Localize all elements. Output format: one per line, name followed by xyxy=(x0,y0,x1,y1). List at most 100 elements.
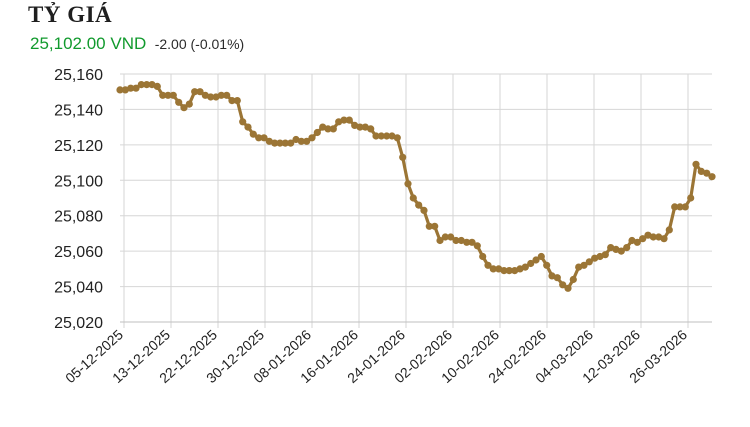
data-point xyxy=(137,81,145,89)
data-point xyxy=(260,134,268,142)
data-point xyxy=(287,139,295,147)
data-point xyxy=(468,238,476,246)
data-point xyxy=(420,206,428,214)
data-point xyxy=(687,194,695,202)
page-title: TỶ GIÁ xyxy=(28,2,113,27)
data-point xyxy=(383,132,391,140)
data-point xyxy=(425,222,433,230)
data-point xyxy=(532,256,540,264)
data-point xyxy=(660,235,668,243)
data-point xyxy=(399,153,407,161)
data-point xyxy=(217,91,225,99)
data-point xyxy=(132,84,140,92)
data-point xyxy=(239,118,247,126)
data-point xyxy=(201,91,209,99)
data-point xyxy=(671,203,679,211)
data-point xyxy=(143,81,151,89)
current-rate: 25,102.00 VND xyxy=(30,34,147,53)
data-point xyxy=(345,116,353,124)
data-point xyxy=(559,281,567,289)
data-point xyxy=(180,104,188,112)
data-point xyxy=(649,233,657,241)
y-axis: 25,020 25,040 25,060 25,080 25,100 25,120 25,1… xyxy=(54,67,103,332)
data-point xyxy=(703,169,711,177)
data-point xyxy=(361,123,369,131)
data-point xyxy=(447,233,455,241)
data-point xyxy=(543,261,551,269)
data-point xyxy=(505,267,513,275)
data-point xyxy=(463,238,471,246)
data-point xyxy=(639,235,647,243)
data-point xyxy=(404,180,412,188)
chart-grid xyxy=(120,73,712,328)
data-point xyxy=(153,82,161,90)
data-point xyxy=(409,194,417,202)
data-point xyxy=(393,134,401,142)
data-point xyxy=(297,137,305,145)
data-point xyxy=(308,134,316,142)
data-point xyxy=(185,100,193,108)
data-point xyxy=(665,226,673,234)
data-point xyxy=(356,123,364,131)
y-tick-label: 25,060 xyxy=(54,244,103,261)
data-point xyxy=(228,97,236,105)
rate-change: -2.00 (-0.01%) xyxy=(154,36,245,52)
y-tick-label: 25,160 xyxy=(54,67,103,84)
data-point xyxy=(415,201,423,209)
data-point xyxy=(276,139,284,147)
data-point xyxy=(585,258,593,266)
data-point xyxy=(489,265,497,273)
data-point xyxy=(196,88,204,96)
y-tick-label: 25,140 xyxy=(54,102,103,119)
data-point xyxy=(164,91,172,99)
data-point xyxy=(313,128,321,137)
data-point xyxy=(121,86,129,94)
data-point xyxy=(191,88,199,96)
data-point xyxy=(601,251,609,259)
data-point xyxy=(169,91,177,99)
y-tick-label: 25,040 xyxy=(54,280,103,297)
data-point xyxy=(633,238,641,246)
data-point xyxy=(329,125,337,133)
data-point xyxy=(265,137,273,145)
data-point xyxy=(457,236,465,245)
data-point xyxy=(708,173,716,181)
data-point xyxy=(436,236,444,245)
data-point xyxy=(681,203,689,211)
data-point xyxy=(441,233,449,241)
data-point xyxy=(452,236,460,245)
data-point xyxy=(303,137,311,145)
data-point xyxy=(537,252,545,261)
data-point xyxy=(249,130,257,138)
series-layer xyxy=(116,81,716,292)
data-point xyxy=(692,160,700,168)
y-tick-label: 25,100 xyxy=(54,173,103,190)
data-point xyxy=(473,242,481,250)
data-point xyxy=(377,132,385,140)
data-point xyxy=(175,98,183,106)
data-point xyxy=(159,91,167,99)
y-tick-label: 25,020 xyxy=(54,315,103,332)
data-point xyxy=(127,84,135,92)
data-point xyxy=(116,86,124,94)
data-point xyxy=(564,284,572,292)
data-point xyxy=(484,261,492,269)
data-point xyxy=(372,132,380,140)
data-point xyxy=(569,275,577,284)
data-point xyxy=(617,247,625,255)
y-tick-label: 25,080 xyxy=(54,209,103,226)
data-point xyxy=(281,139,289,147)
data-point xyxy=(255,134,263,142)
rate-series-line xyxy=(118,82,714,290)
data-point xyxy=(553,274,561,282)
data-point xyxy=(244,123,252,131)
data-point xyxy=(521,263,529,271)
price-quote: 25,102.00 VND -2.00 (-0.01%) xyxy=(30,34,244,54)
data-point xyxy=(676,203,684,211)
data-point xyxy=(271,139,279,147)
data-point xyxy=(367,125,375,133)
data-point xyxy=(580,261,588,269)
data-point xyxy=(479,252,487,261)
data-point xyxy=(223,91,231,99)
